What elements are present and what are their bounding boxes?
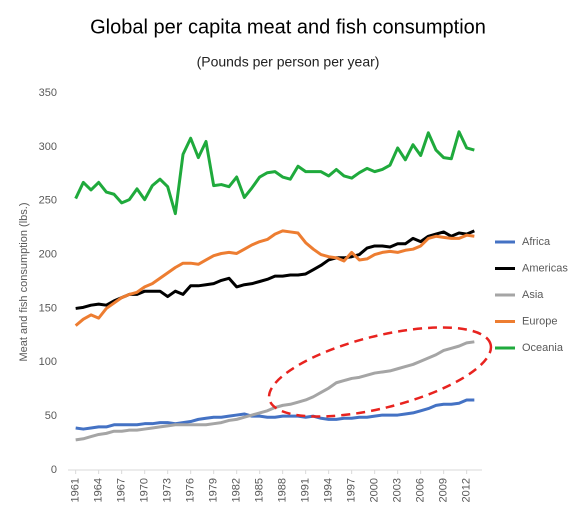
x-tick-label: 1994	[323, 478, 335, 502]
x-tick-label: 1967	[116, 478, 128, 502]
x-tick-label: 2006	[415, 478, 427, 502]
x-tick-label: 2012	[461, 478, 473, 502]
legend-label: Americas	[522, 262, 568, 274]
y-tick-label: 100	[39, 356, 57, 368]
series-line	[74, 229, 475, 327]
chart-title: Global per capita meat and fish consumpt…	[90, 16, 486, 38]
x-tick-label: 1970	[139, 478, 151, 502]
x-tick-label: 2009	[438, 478, 450, 502]
x-tick-label: 2003	[392, 478, 404, 502]
y-tick-label: 350	[39, 87, 57, 99]
y-axis-label: Meat and fish consumption (lbs.)	[18, 203, 30, 362]
x-tick-label: 1985	[254, 478, 266, 502]
x-tick-label: 1979	[208, 478, 220, 502]
y-tick-label: 250	[39, 195, 57, 207]
x-tick-label: 1991	[300, 478, 312, 502]
legend-label: Asia	[522, 289, 544, 301]
x-tick-label: 1976	[185, 478, 197, 502]
series-line	[74, 130, 475, 216]
x-tick-label: 2000	[369, 478, 381, 502]
x-tick-label: 1964	[93, 478, 105, 502]
x-tick-label: 1988	[277, 478, 289, 502]
highlight-ellipse	[267, 326, 493, 418]
legend-label: Europe	[522, 315, 557, 327]
x-tick-label: 1982	[231, 478, 243, 502]
chart-subtitle: (Pounds per person per year)	[197, 54, 380, 70]
series-line	[75, 229, 475, 310]
x-tick-label: 1997	[346, 478, 358, 502]
x-tick-label: 1973	[162, 478, 174, 502]
y-tick-label: 200	[39, 248, 57, 260]
y-tick-label: 50	[45, 410, 57, 422]
y-tick-label: 300	[39, 141, 57, 153]
y-tick-label: 0	[51, 464, 57, 476]
series-line	[75, 398, 475, 431]
legend-label: Africa	[522, 236, 551, 248]
legend-label: Oceania	[522, 342, 564, 354]
y-tick-label: 150	[39, 302, 57, 314]
x-tick-label: 1961	[70, 478, 82, 502]
